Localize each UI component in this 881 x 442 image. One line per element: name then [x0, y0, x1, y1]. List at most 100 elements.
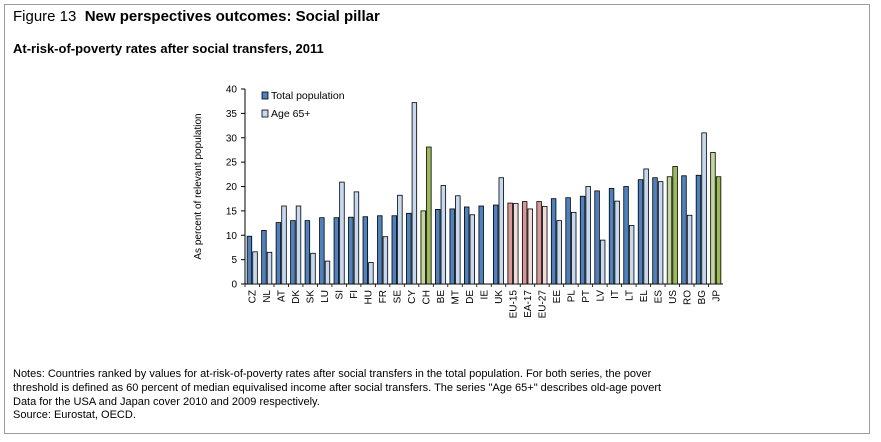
bar-total-cz [246, 235, 253, 285]
bar-age65-fi [353, 191, 360, 285]
x-tick-label-lv: LV [595, 290, 606, 302]
chart-subtitle: At-risk-of-poverty rates after social tr… [13, 41, 324, 56]
bar-age65-ch [426, 146, 432, 285]
y-tick-label: 20 [226, 182, 238, 193]
figure-title-text: New perspectives outcomes: Social pillar [84, 8, 380, 25]
y-tick-label: 15 [226, 206, 238, 217]
bar-age65-it [614, 200, 620, 285]
bar-total-ee [550, 198, 557, 285]
legend-swatch-total [261, 91, 269, 100]
bar-total-lu [319, 217, 325, 285]
legend-swatch-age65 [261, 109, 269, 118]
bar-age65-si [339, 181, 345, 285]
figure-frame [4, 4, 870, 434]
bar-total-lt [623, 186, 629, 285]
bar-total-pl [565, 197, 571, 285]
y-tick-label: 40 [226, 85, 238, 96]
x-tick-label-fi: FI [349, 290, 360, 299]
x-tick-label-cy: CY [407, 290, 418, 304]
y-tick-label: 25 [226, 158, 238, 169]
bar-total-be [435, 209, 441, 285]
y-tick-label: 35 [226, 109, 238, 120]
bar-total-nl [261, 229, 267, 285]
bar-total-cy [406, 212, 412, 285]
bar-total-at [275, 222, 282, 285]
bar-total-si [333, 217, 340, 285]
bar-age65-uk [498, 177, 504, 285]
x-tick-label-eu-27: EU-27 [537, 290, 548, 319]
bar-total-mt [449, 208, 455, 285]
x-tick-label-lu: LU [320, 290, 331, 303]
x-tick-label-eu-15: EU-15 [508, 290, 519, 319]
bar-total-eu-15 [507, 202, 513, 285]
y-tick-label: 30 [226, 133, 238, 144]
bar-age65-dk [295, 205, 302, 285]
y-tick-label: 10 [226, 231, 238, 242]
bar-total-fi [348, 216, 354, 285]
bar-total-ro [681, 175, 687, 285]
x-tick-label-mt: MT [451, 290, 462, 304]
x-tick-label-fr: FR [378, 290, 389, 303]
bar-age65-eu-27 [542, 206, 548, 285]
bar-total-ea-17 [521, 201, 528, 285]
bar-age65-lv [599, 239, 606, 285]
x-tick-label-ro: RO [682, 290, 693, 305]
x-tick-label-hu: HU [364, 290, 375, 304]
source-note: Source: Eurostat, OECD. [13, 409, 136, 421]
bar-age65-jp [715, 176, 722, 285]
bar-total-jp [710, 151, 716, 285]
x-tick-label-ie: IE [480, 290, 491, 300]
x-tick-label-it: IT [610, 290, 621, 299]
bar-age65-cz [252, 251, 258, 285]
x-tick-label-at: AT [277, 290, 288, 302]
legend-label-age65: Age 65+ [271, 108, 310, 120]
x-tick-label-es: ES [653, 290, 664, 304]
chart-notes: Notes: Countries ranked by values for at… [13, 367, 871, 409]
bar-age65-pt [585, 186, 591, 285]
bar-total-es [652, 177, 658, 285]
bar-age65-pl [571, 211, 577, 285]
x-tick-label-se: SE [393, 290, 404, 304]
bar-age65-se [397, 194, 403, 285]
bar-total-us [666, 176, 673, 285]
x-tick-label-uk: UK [494, 290, 505, 304]
bar-age65-fr [382, 236, 389, 285]
bar-age65-es [657, 181, 664, 285]
bar-total-it [608, 188, 615, 285]
y-tick-label: 5 [231, 255, 237, 266]
bar-age65-cy [411, 102, 418, 285]
x-tick-label-lt: LT [624, 290, 635, 301]
bar-age65-lt [628, 225, 635, 285]
x-tick-label-de: DE [465, 290, 476, 304]
bar-age65-us [672, 166, 678, 285]
bar-age65-be [440, 185, 447, 285]
bar-age65-eu-15 [513, 203, 519, 285]
x-tick-label-be: BE [436, 290, 447, 304]
bar-age65-lu [324, 260, 331, 285]
bar-total-de [464, 206, 470, 285]
bar-total-uk [492, 204, 499, 285]
bar-age65-el [643, 168, 649, 285]
bar-chart: 0 5 10 15 20 25 30 35 40 As percent of relevant p… [193, 85, 723, 319]
bar-age65-nl [266, 251, 273, 285]
x-tick-label-ch: CH [422, 290, 433, 304]
bar-total-ch [420, 210, 426, 285]
x-tick-label-dk: DK [291, 290, 302, 304]
x-tick-label-jp: JP [711, 290, 722, 302]
bar-age65-sk [310, 252, 316, 285]
bar-total-ie [478, 205, 484, 285]
notes-line-2: threshold is defined as 60 percent of me… [13, 382, 662, 394]
bar-age65-bg [701, 132, 707, 285]
y-tick-label: 0 [231, 280, 237, 291]
bar-total-el [637, 179, 644, 285]
bar-total-bg [695, 174, 702, 285]
bar-total-eu-27 [536, 201, 542, 285]
bar-total-se [391, 215, 397, 285]
x-tick-label-nl: NL [262, 290, 273, 303]
x-tick-label-ee: EE [552, 290, 563, 304]
bar-total-dk [290, 220, 296, 285]
bar-total-fr [377, 215, 383, 285]
bar-age65-de [469, 214, 476, 285]
x-tick-label-pl: PL [566, 290, 577, 303]
figure-label: Figure 13 [13, 8, 77, 25]
